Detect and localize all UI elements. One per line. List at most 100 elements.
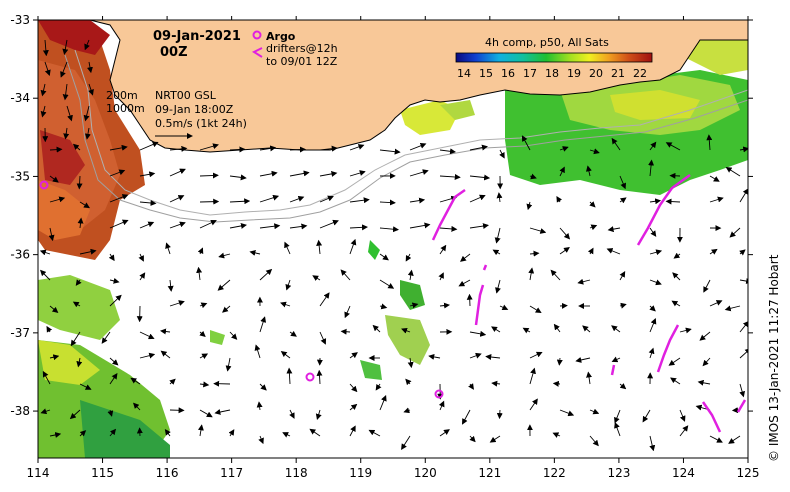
current-arrow [575, 356, 591, 363]
x-tick-label: 117 [220, 466, 243, 480]
current-arrow [319, 170, 338, 177]
current-arrow [409, 169, 429, 177]
current-arrow [614, 422, 621, 437]
colorbar [455, 52, 653, 63]
current-arrow [709, 300, 723, 307]
x-tick-label: 116 [156, 466, 179, 480]
current-arrow [491, 380, 501, 387]
current-arrow [199, 353, 209, 360]
current-arrow [87, 61, 93, 74]
current-arrow [169, 378, 176, 385]
current-arrow [648, 347, 655, 359]
current-arrow [491, 326, 501, 333]
current-arrow [619, 197, 627, 204]
current-arrow [109, 169, 126, 177]
current-arrow [403, 407, 411, 414]
current-arrow [589, 224, 598, 231]
current-arrow [428, 353, 441, 360]
current-arrow [340, 269, 351, 281]
current-arrow [289, 170, 310, 177]
current-arrow [589, 435, 599, 447]
current-arrow [665, 142, 681, 151]
current-arrow [552, 432, 561, 438]
plot-frame [37, 19, 749, 459]
current-arrow [75, 279, 82, 286]
current-arrow [229, 146, 246, 153]
current-arrow [164, 428, 171, 437]
current-arrow [319, 219, 339, 229]
current-arrow [259, 383, 267, 391]
current-arrow [199, 409, 213, 418]
current-arrow [79, 201, 90, 209]
current-arrow [671, 300, 681, 307]
current-arrow [582, 325, 591, 333]
current-arrow [259, 194, 280, 203]
credit-text: © IMOS 13-Jan-2021 11:27 Hobart [767, 254, 781, 462]
current-arrow [552, 380, 561, 387]
argo-float [434, 389, 444, 399]
y-tick-label: -36 [10, 248, 30, 262]
current-arrow [349, 383, 358, 393]
current-arrow [319, 292, 330, 307]
current-arrow [589, 408, 600, 415]
current-arrow [109, 428, 117, 437]
current-arrow [739, 383, 746, 398]
current-arrow [225, 357, 232, 372]
current-arrow [379, 148, 401, 155]
current-arrow [197, 424, 204, 437]
current-arrow [586, 371, 592, 385]
current-arrow [460, 253, 471, 262]
current-arrow [679, 425, 689, 437]
current-arrow [315, 409, 322, 420]
x-tick-label: 119 [349, 466, 372, 480]
current-arrow [702, 357, 711, 367]
current-arrow [372, 324, 381, 333]
current-arrow [76, 357, 83, 368]
current-arrow [619, 302, 627, 309]
current-arrow [79, 383, 92, 390]
current-arrow [70, 331, 81, 347]
isobath-1000m [64, 54, 748, 223]
current-arrow [649, 227, 657, 237]
current-arrow [349, 238, 357, 255]
current-arrow [40, 269, 51, 281]
current-arrow [529, 305, 542, 314]
current-arrow [672, 272, 681, 281]
current-arrow [62, 83, 69, 101]
current-arrow [280, 301, 291, 308]
current-arrow [316, 369, 323, 385]
current-arrow [709, 196, 724, 203]
current-arrow [109, 194, 129, 203]
current-arrow [229, 331, 238, 340]
current-arrow [108, 253, 115, 262]
y-axis: -33 -34 -35 -36 -37 -38 [10, 13, 753, 418]
current-arrow [649, 279, 662, 286]
current-arrow [349, 170, 366, 177]
current-arrow [109, 219, 129, 229]
current-arrow [577, 278, 591, 285]
current-arrow [259, 170, 278, 177]
x-tick-label: 122 [543, 466, 566, 480]
current-arrow [44, 61, 51, 77]
current-arrow [529, 173, 537, 180]
current-arrow [407, 357, 414, 369]
x-tick-label: 115 [91, 466, 114, 480]
current-arrow [109, 357, 119, 366]
y-tick-label: -33 [10, 13, 30, 27]
current-arrow [42, 370, 51, 385]
x-axis: 114 115 116 117 118 119 120 121 122 123 124 125 [27, 16, 759, 480]
current-arrow [529, 398, 538, 411]
current-arrow [725, 166, 741, 177]
current-arrow [49, 432, 62, 438]
current-arrow [49, 354, 60, 361]
current-arrow [619, 383, 627, 390]
current-time: 09-Jan 18:00Z [155, 103, 234, 116]
current-arrow [468, 383, 474, 390]
current-arrow [648, 159, 655, 177]
current-arrow [199, 381, 210, 388]
current-arrow [165, 242, 171, 255]
current-arrow [169, 300, 185, 307]
current-arrow [697, 379, 711, 386]
current-arrow [462, 409, 471, 425]
drifter-legend-range: to 09/01 12Z [266, 55, 338, 68]
